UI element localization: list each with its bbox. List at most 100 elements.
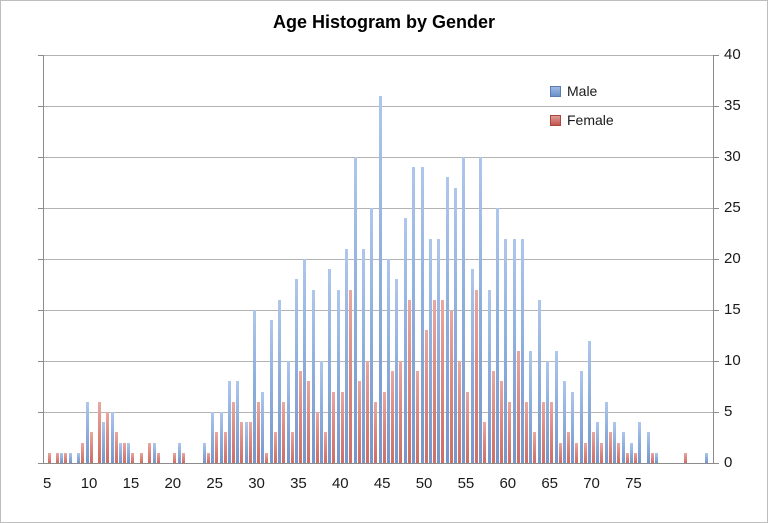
bar-female-age-55 xyxy=(466,391,470,463)
y-axis-label-25: 25 xyxy=(724,199,741,216)
bar-female-age-9 xyxy=(81,442,85,463)
bar-female-age-46 xyxy=(391,371,395,463)
x-axis-label-75: 75 xyxy=(625,475,642,492)
x-axis-label-20: 20 xyxy=(164,475,182,492)
bar-female-age-73 xyxy=(617,442,621,463)
bar-male-age-43 xyxy=(361,248,365,463)
bar-female-age-60 xyxy=(508,401,512,463)
bar-male-age-48 xyxy=(403,218,407,463)
bar-male-age-10 xyxy=(85,401,89,463)
bar-female-age-51 xyxy=(432,299,436,463)
x-axis-label-15: 15 xyxy=(122,475,140,492)
bar-male-age-53 xyxy=(445,177,449,463)
right-tick-20 xyxy=(713,259,719,260)
bar-female-age-57 xyxy=(483,422,487,463)
bar-female-age-49 xyxy=(416,371,420,463)
bar-male-age-61 xyxy=(512,238,516,463)
bar-male-age-47 xyxy=(395,279,399,463)
bar-male-age-59 xyxy=(495,208,499,463)
bar-male-age-63 xyxy=(529,350,533,463)
x-axis-label-30: 30 xyxy=(248,475,265,492)
bar-male-age-71 xyxy=(596,422,600,463)
bar-female-age-21 xyxy=(181,452,185,463)
bar-male-age-62 xyxy=(521,238,525,463)
bar-female-age-29 xyxy=(248,422,252,463)
bar-male-age-32 xyxy=(269,320,273,463)
bar-female-age-16 xyxy=(139,452,143,463)
y-axis-label-10: 10 xyxy=(724,352,741,369)
right-tick-30 xyxy=(713,157,719,158)
bar-male-age-40 xyxy=(336,289,340,463)
gridline-y-25 xyxy=(43,208,713,209)
legend: Male Female xyxy=(550,82,614,140)
bar-female-age-68 xyxy=(575,442,579,463)
bar-male-age-29 xyxy=(244,422,248,463)
bar-female-age-25 xyxy=(215,432,219,463)
bar-male-age-15 xyxy=(127,442,131,463)
bar-female-age-64 xyxy=(541,401,545,463)
bar-male-age-46 xyxy=(387,259,391,463)
bar-female-age-26 xyxy=(223,432,227,463)
bar-female-age-56 xyxy=(474,289,478,463)
bar-female-age-38 xyxy=(324,432,328,463)
x-axis-label-45: 45 xyxy=(373,475,391,492)
bar-female-age-52 xyxy=(441,299,445,463)
x-axis-label-5: 5 xyxy=(43,475,52,492)
y-axis-label-0: 0 xyxy=(724,454,733,471)
bar-female-age-48 xyxy=(407,299,411,463)
y-axis-label-15: 15 xyxy=(724,301,741,318)
left-tick-5 xyxy=(38,412,43,413)
right-tick-0 xyxy=(713,463,719,464)
bar-male-age-42 xyxy=(353,157,357,463)
gridline-y-35 xyxy=(43,106,713,107)
bar-male-age-27 xyxy=(227,381,231,463)
bar-female-age-81 xyxy=(684,452,688,463)
bar-female-age-61 xyxy=(516,350,520,463)
bar-male-age-75 xyxy=(629,442,633,463)
bar-male-age-41 xyxy=(345,248,349,463)
bar-female-age-36 xyxy=(307,381,311,463)
bar-female-age-28 xyxy=(240,422,244,463)
bar-female-age-14 xyxy=(123,442,127,463)
right-tick-25 xyxy=(713,208,719,209)
bar-male-age-37 xyxy=(311,289,315,463)
bar-female-age-44 xyxy=(374,401,378,463)
bar-male-age-84 xyxy=(705,452,709,463)
bar-male-age-51 xyxy=(428,238,432,463)
bar-female-age-18 xyxy=(156,452,160,463)
bar-male-age-58 xyxy=(487,289,491,463)
left-tick-25 xyxy=(38,208,43,209)
bar-male-age-39 xyxy=(328,269,332,463)
bar-male-age-69 xyxy=(579,371,583,463)
bar-female-age-77 xyxy=(650,452,654,463)
gridline-y-0 xyxy=(43,463,713,464)
gridline-y-10 xyxy=(43,361,713,362)
bar-male-age-18 xyxy=(152,442,156,463)
bar-male-age-67 xyxy=(562,381,566,463)
bar-male-age-50 xyxy=(420,167,424,463)
bar-female-age-66 xyxy=(558,442,562,463)
bar-female-age-6 xyxy=(56,452,60,463)
bar-female-age-63 xyxy=(533,432,537,463)
bar-male-age-76 xyxy=(638,422,642,463)
bar-male-age-26 xyxy=(219,412,223,463)
x-axis-label-40: 40 xyxy=(331,475,349,492)
bar-female-age-5 xyxy=(47,452,51,463)
bar-male-age-45 xyxy=(378,95,382,463)
bar-female-age-42 xyxy=(357,381,361,463)
bar-female-age-50 xyxy=(424,330,428,463)
bar-male-age-44 xyxy=(370,208,374,463)
bar-female-age-69 xyxy=(583,442,587,463)
right-tick-15 xyxy=(713,310,719,311)
x-axis-label-50: 50 xyxy=(415,475,433,492)
bar-female-age-34 xyxy=(290,432,294,463)
bar-male-age-73 xyxy=(613,422,617,463)
bar-female-age-7 xyxy=(64,452,68,463)
bar-female-age-70 xyxy=(592,432,596,463)
left-tick-15 xyxy=(38,310,43,311)
left-tick-10 xyxy=(38,361,43,362)
bar-male-age-14 xyxy=(119,442,123,463)
x-axis-label-35: 35 xyxy=(290,475,307,492)
left-tick-40 xyxy=(38,55,43,56)
left-tick-20 xyxy=(38,259,43,260)
